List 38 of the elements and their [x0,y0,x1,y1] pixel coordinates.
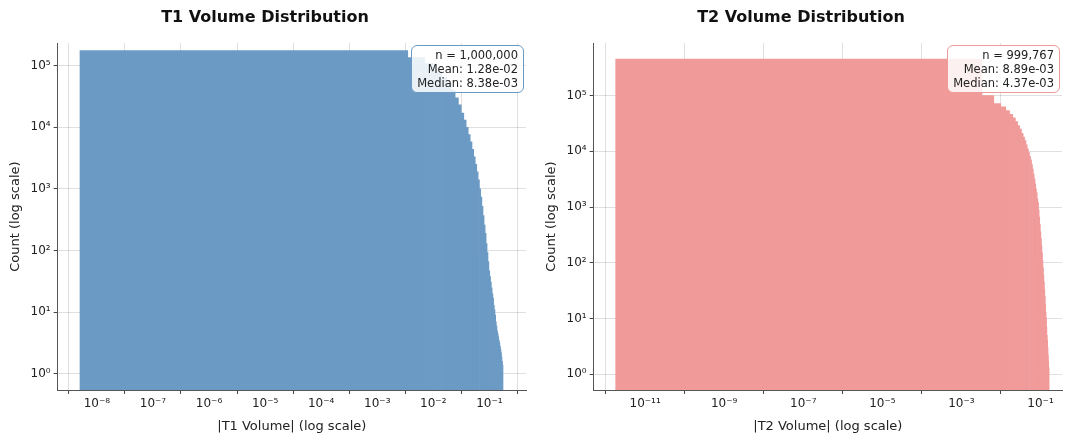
x-tick-label: 10⁻⁶ [195,396,223,411]
chart-title: T1 Volume Distribution [161,6,369,26]
x-tick-label: 10⁻⁸ [83,396,111,411]
y-tick-label: 10³ [30,181,51,196]
x-tick-label: 10⁻² [420,396,447,411]
x-tick-label: 10⁻⁹ [710,396,738,411]
x-tick-label: 10⁻³ [948,396,975,411]
x-tick-label: 10⁻¹¹ [629,396,661,411]
y-tick-label: 10¹ [566,310,587,325]
x-tick-label: 10⁻⁵ [869,396,896,411]
y-tick-label: 10² [566,254,587,269]
annotation: Mean: 1.28e-02 [426,62,518,77]
x-axis-title: |T2 Volume| (log scale) [753,417,903,433]
annotation: Mean: 8.89e-03 [962,62,1054,77]
y-tick-label: 10³ [566,199,587,214]
y-tick-label: 10⁰ [566,366,587,381]
y-axis-title: Count (log scale) [7,161,23,272]
y-tick-label: 10⁴ [566,143,587,158]
y-tick-label: 10⁵ [566,87,587,102]
annotation: Median: 8.38e-03 [417,76,518,91]
y-axis-title: Count (log scale) [543,161,559,272]
y-tick-label: 10⁴ [30,119,51,134]
annotation: Median: 4.37e-03 [953,76,1054,91]
x-tick-label: 10⁻¹ [476,396,503,411]
x-tick-label: 10⁻⁴ [307,396,335,411]
x-tick-label: 10⁻¹ [1027,396,1054,411]
x-axis-title: |T1 Volume| (log scale) [217,417,367,433]
annotation: n = 999,767 [981,48,1054,63]
x-tick-label: 10⁻³ [364,396,391,411]
x-tick-label: 10⁻⁷ [139,396,167,411]
x-tick-label: 10⁻⁷ [790,396,817,411]
y-tick-label: 10² [30,242,51,257]
chart-title: T2 Volume Distribution [697,6,905,26]
annotation: n = 1,000,000 [434,48,518,63]
y-tick-label: 10¹ [30,304,51,319]
y-tick-label: 10⁰ [30,366,51,381]
y-tick-label: 10⁵ [30,57,51,72]
x-tick-label: 10⁻⁵ [251,396,279,411]
